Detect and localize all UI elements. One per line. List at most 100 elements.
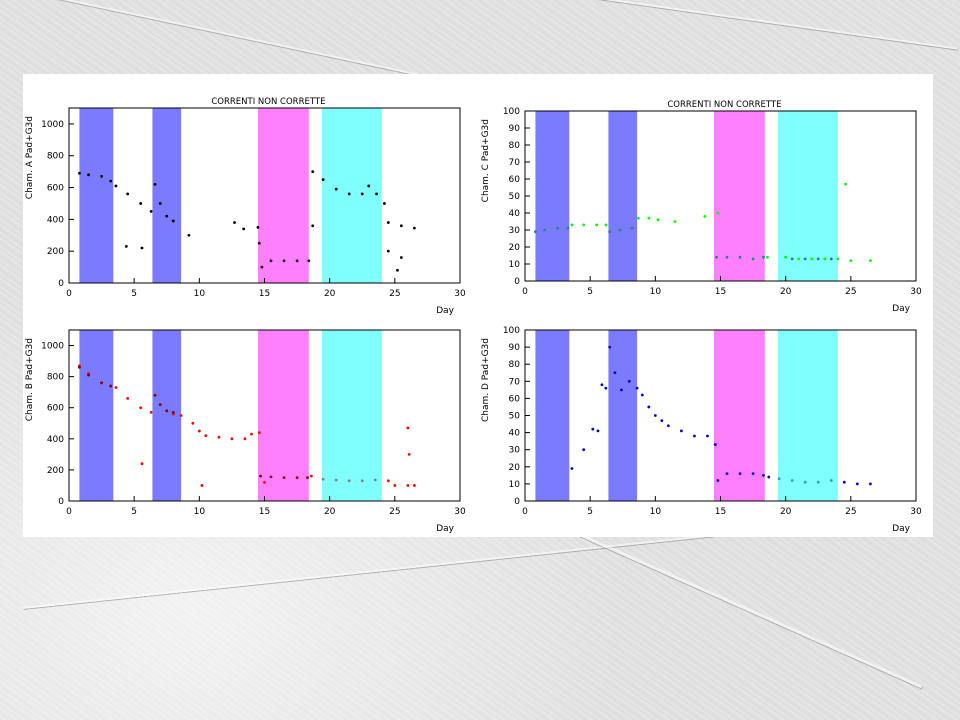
chart-1-data-point — [126, 192, 130, 196]
chart-1-data-point — [140, 246, 144, 250]
chart-4-data-point — [640, 393, 644, 397]
chart-4-data-point — [608, 345, 612, 349]
chart-1-data-point — [242, 227, 246, 231]
chart-2-data-point — [595, 223, 599, 227]
chart-2-data-point — [751, 257, 755, 261]
chart-1-data-point — [78, 171, 81, 175]
chart-3-data-point — [306, 476, 309, 480]
chart-1-y-tick-label: 1000 — [41, 120, 64, 130]
chart-1-data-point — [396, 268, 399, 272]
chart-4-x-tick-label: 30 — [910, 507, 922, 517]
chart-1-data-point — [375, 192, 378, 196]
chart-1-y-axis-label: Cham. A Pad+G3d — [25, 116, 35, 199]
chart-1-x-tick-label: 20 — [324, 289, 336, 299]
chart-3-data-point — [360, 479, 364, 483]
chart-3-data-point — [406, 484, 410, 487]
chart-2-data-point — [790, 257, 794, 261]
chart-4-data-point — [706, 434, 709, 438]
chart-4-data-point — [842, 480, 846, 484]
chart-3-data-point — [114, 386, 118, 389]
chart-1-data-point — [233, 221, 236, 224]
chart-1-y-tick-label: 600 — [47, 184, 64, 194]
chart-3-shaded-band — [257, 330, 309, 501]
chart-3-data-point — [386, 479, 390, 483]
chart-1-data-point — [149, 210, 153, 213]
chart-2-y-tick-label: 20 — [509, 243, 521, 253]
chart-1-y-tick-label: 400 — [47, 215, 64, 225]
chart-1-data-point — [367, 184, 371, 188]
chart-2-data-point — [715, 255, 718, 259]
chart-4-y-axis-label: Cham. D Pad+G3d — [481, 338, 491, 422]
chart-2-data-point — [556, 226, 559, 230]
chart-3-data-point — [204, 434, 208, 438]
background-relief-line — [537, 514, 923, 689]
chart-3-y-tick-label: 0 — [58, 497, 64, 507]
chart-2-x-tick-label: 10 — [650, 287, 662, 297]
chart-2-data-point — [844, 182, 848, 186]
chart-3-data-point — [321, 477, 325, 481]
chart-4-data-point — [627, 379, 631, 383]
chart-3-y-tick-label: 1000 — [41, 342, 64, 352]
chart-3-data-point — [406, 426, 410, 430]
chart-4-data-point — [829, 479, 833, 482]
chart-1-data-point — [399, 224, 403, 228]
chart-2-y-tick-label: 80 — [509, 141, 521, 151]
chart-3-data-point — [158, 403, 162, 407]
chart-4-x-tick-label: 10 — [650, 507, 662, 517]
chart-2-data-point — [618, 228, 622, 232]
chart-4-data-point — [591, 427, 595, 431]
chart-2-data-point — [810, 257, 814, 261]
chart-2-data-point — [716, 211, 720, 215]
chart-3-data-point — [295, 476, 299, 480]
chart-2-data-point — [630, 226, 634, 230]
chart-1-shaded-band — [257, 108, 309, 283]
chart-2-data-point — [673, 220, 677, 223]
chart-2-shaded-band — [535, 111, 570, 281]
chart-4-y-tick-label: 30 — [509, 446, 521, 456]
chart-3-data-point — [197, 429, 201, 433]
chart-4-y-tick-label: 60 — [509, 394, 521, 404]
chart-1-y-tick-label: 800 — [47, 152, 64, 162]
chart-4-data-point — [738, 472, 742, 476]
chart-2-data-point — [582, 223, 586, 227]
chart-4-data-point — [647, 405, 651, 409]
chart-2-y-tick-label: 70 — [509, 158, 521, 168]
chart-3-data-point — [282, 476, 286, 480]
chart-4-shaded-band — [777, 330, 838, 501]
slide-panel: 0 5 10 15 20 25 30 0 200 400 600 800 1000 Day Cham. A … — [23, 74, 933, 537]
chart-4-shaded-band — [535, 330, 570, 501]
chart-2-data-point — [570, 223, 574, 227]
chart-1-x-tick-label: 25 — [389, 289, 400, 299]
chart-3-data-point — [149, 410, 153, 414]
chart-4-data-point — [855, 482, 859, 486]
chart-2-data-point — [647, 216, 651, 220]
chart-3-y-tick-label: 800 — [47, 373, 64, 383]
chart-3-data-point — [393, 484, 397, 487]
chart-4-data-point — [604, 386, 608, 390]
chart-3-data-point — [191, 421, 195, 425]
chart-1-data-point — [171, 219, 175, 223]
chart-4-x-tick-label: 0 — [522, 507, 528, 517]
chart-3-data-point — [257, 431, 261, 434]
chart-2-shaded-band — [777, 111, 838, 281]
chart-1-data-point — [347, 192, 351, 196]
chart-1-data-point — [360, 192, 364, 196]
chart-4-y-tick-label: 70 — [509, 377, 521, 387]
chart-1-data-point — [399, 256, 403, 259]
chart-1-data-point — [158, 202, 162, 205]
chart-4-data-point — [570, 467, 574, 470]
chart-3-y-tick-label: 600 — [47, 404, 64, 414]
chart-4-data-point — [582, 448, 586, 452]
chart-1-x-tick-label: 5 — [131, 289, 137, 299]
chart-3-data-point — [217, 435, 221, 439]
chart-4-y-tick-label: 0 — [514, 497, 520, 507]
chart-2-y-tick-label: 0 — [514, 277, 520, 287]
chart-1-y-tick-label: 0 — [58, 279, 64, 289]
chart-2-x-axis-label: Day — [892, 304, 910, 314]
chart-4-data-point — [693, 434, 696, 438]
chart-4-data-point — [666, 424, 670, 428]
chart-3-x-axis-label: Day — [436, 524, 454, 534]
chart-3-data-point — [269, 475, 273, 479]
chart-1-x-axis-label: Day — [436, 306, 454, 316]
